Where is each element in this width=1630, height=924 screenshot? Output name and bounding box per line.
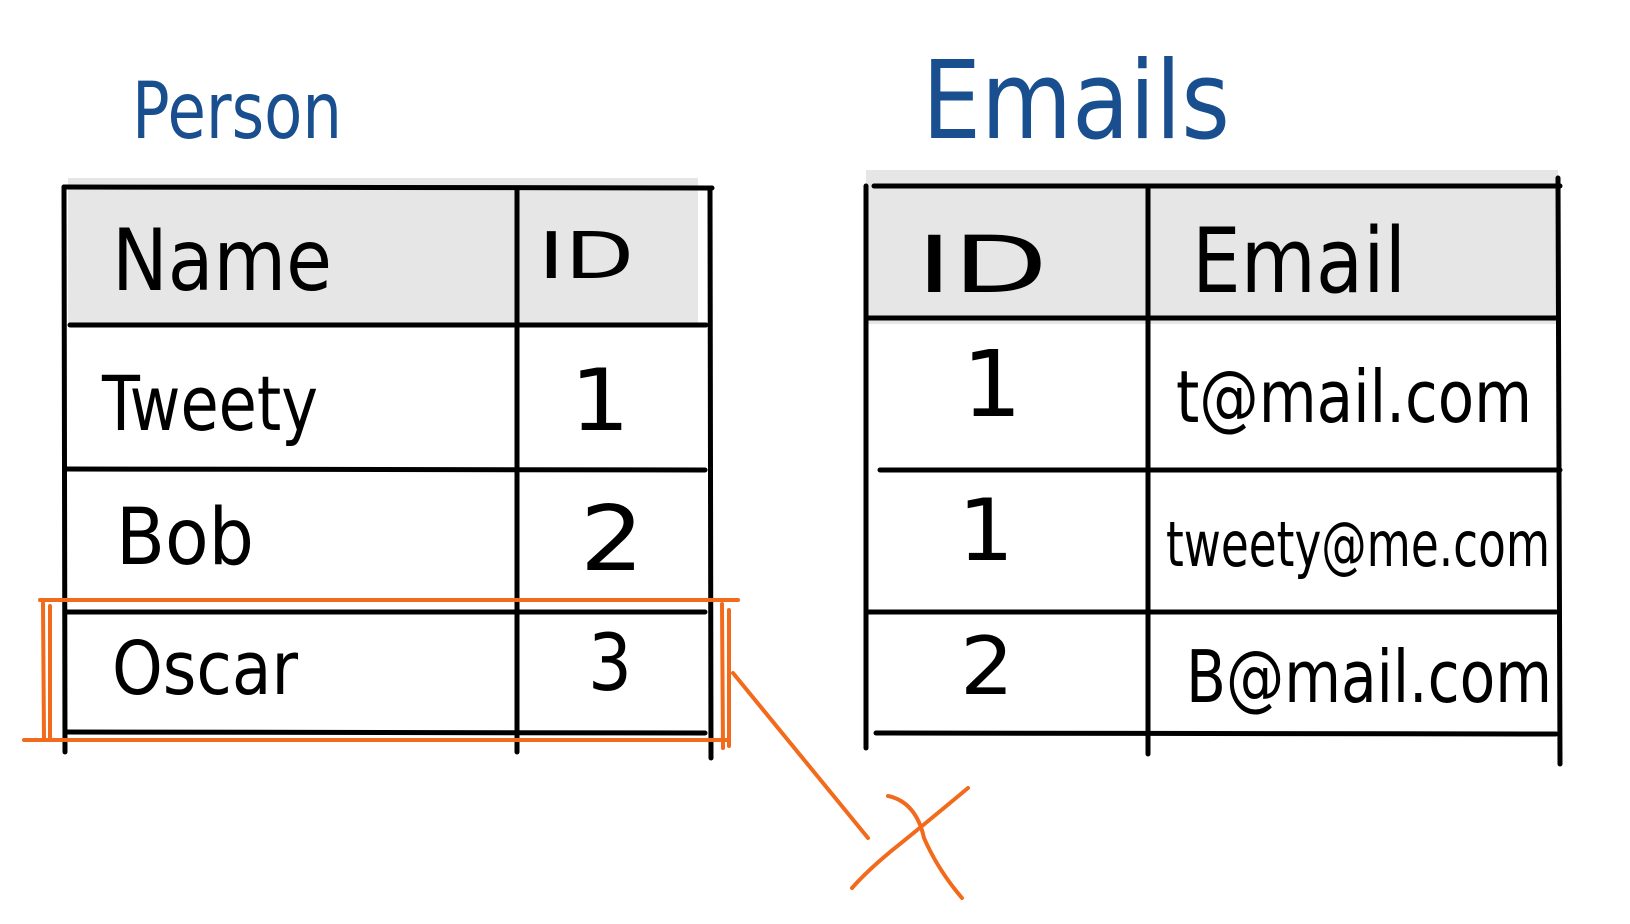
emails-table-title: Emails [922,39,1230,164]
connector-line [731,671,870,840]
emails-cell-email: tweety@me.com [1166,508,1550,581]
person-cell-id: 1 [570,351,630,451]
person-cell-name: Bob [116,493,254,583]
person-grid-top [61,184,715,191]
person-grid-bottom [62,729,708,736]
emails-row: 1 t@mail.com [962,331,1532,439]
highlight-right-inner [720,602,725,750]
person-header-fill [68,178,698,323]
person-table-title: Person [132,67,342,157]
person-cell-id: 2 [580,487,644,592]
highlight-left-outer [41,601,46,742]
highlight-box [22,598,740,750]
emails-row: 1 tweety@me.com [958,481,1550,581]
emails-header-id: ID [916,221,1048,311]
emails-row: 2 B@mail.com [960,620,1552,719]
emails-header-email: Email [1192,209,1406,314]
emails-cell-email: B@mail.com [1186,635,1552,719]
person-grid-row-2 [62,466,708,473]
emails-cell-id: 1 [962,331,1022,438]
person-row: Bob 2 [116,487,644,592]
emails-grid-bottom [873,730,1559,737]
emails-cell-email: t@mail.com [1176,355,1532,439]
x-mark-stroke-down [886,794,964,900]
person-header-name: Name [112,211,332,311]
person-row: Tweety 1 [101,351,630,451]
emails-cell-id: 1 [958,481,1014,581]
person-row: Oscar 3 [112,619,632,712]
person-table: Person Name ID Tweety 1 Bob 2 Oscar 3 [61,67,715,761]
person-cell-name: Tweety [101,359,318,448]
x-mark-stroke-up [850,786,970,890]
emails-table: Emails ID Email 1 t@mail.com 1 tweety@me… [863,39,1563,767]
person-cell-id: 3 [588,619,632,709]
emails-header-fill [866,170,1558,324]
emails-cell-id: 2 [960,620,1014,713]
person-cell-name: Oscar [112,626,298,712]
person-grid-right [707,185,714,761]
person-header-id: ID [538,220,634,294]
x-mark-icon [850,786,970,900]
